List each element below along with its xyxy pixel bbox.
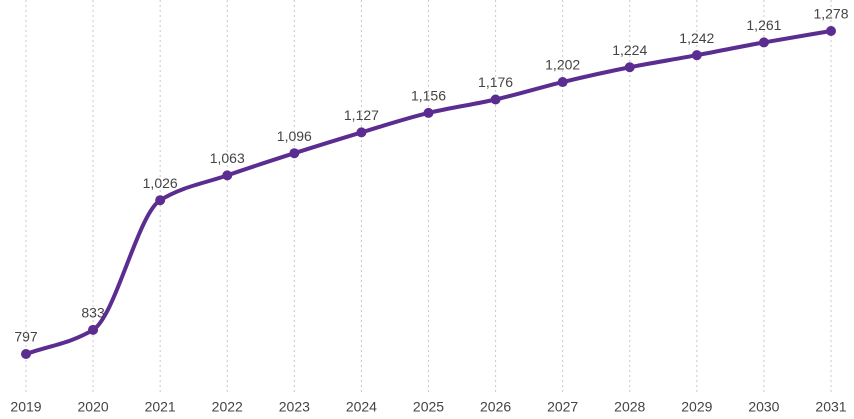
x-tick-label: 2026 <box>480 399 511 415</box>
x-tick-label: 2025 <box>413 399 444 415</box>
x-tick-label: 2021 <box>145 399 176 415</box>
point <box>490 94 501 105</box>
point <box>88 324 99 335</box>
point <box>423 107 434 118</box>
point <box>691 50 702 61</box>
point <box>289 148 300 159</box>
point <box>155 195 166 206</box>
point <box>557 77 568 88</box>
x-tick-label: 2028 <box>614 399 645 415</box>
data-label: 1,242 <box>679 30 714 46</box>
data-label: 1,202 <box>545 57 580 73</box>
x-tick-label: 2027 <box>547 399 578 415</box>
data-label: 1,176 <box>478 74 513 90</box>
data-label: 1,278 <box>813 6 848 22</box>
point <box>21 349 31 359</box>
data-label: 1,127 <box>344 107 379 123</box>
data-label: 1,156 <box>411 88 446 104</box>
x-tick-label: 2024 <box>346 399 377 415</box>
data-label: 1,063 <box>210 150 245 166</box>
point <box>222 170 233 181</box>
data-label: 1,261 <box>746 17 781 33</box>
data-label: 797 <box>14 329 38 345</box>
point <box>758 37 769 48</box>
point <box>624 62 635 73</box>
x-tick-label: 2031 <box>815 399 846 415</box>
x-tick-label: 2023 <box>279 399 310 415</box>
x-tick-label: 2029 <box>681 399 712 415</box>
x-tick-label: 2019 <box>10 399 41 415</box>
x-tick-label: 2030 <box>748 399 779 415</box>
data-label: 1,224 <box>612 42 647 58</box>
data-label: 1,096 <box>277 128 312 144</box>
x-tick-label: 2022 <box>212 399 243 415</box>
data-label: 1,026 <box>143 175 178 191</box>
point <box>826 26 836 36</box>
point <box>356 127 367 138</box>
x-tick-label: 2020 <box>78 399 109 415</box>
data-label: 833 <box>81 305 105 321</box>
